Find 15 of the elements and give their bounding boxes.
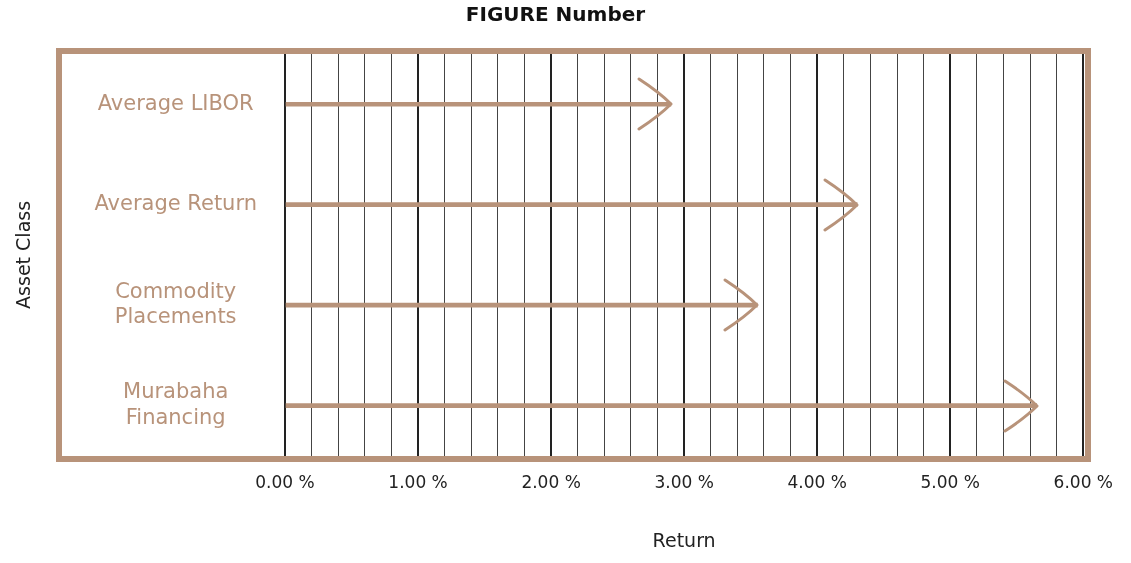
- y-tick-label: Commodity Placements: [114, 278, 237, 329]
- y-tick-label: Murabaha Financing: [123, 379, 229, 429]
- x-tick-label: 6.00 %: [1053, 472, 1114, 493]
- x-axis-title: Return: [652, 528, 716, 551]
- x-tick-label: 3.00 %: [654, 472, 714, 493]
- x-tick-label: 1.00 %: [388, 472, 448, 493]
- x-tick-label: 0.00 %: [255, 472, 315, 493]
- x-tick-label: 4.00 %: [787, 472, 847, 493]
- chart-title: FIGURE Number: [465, 2, 646, 27]
- x-tick-label: 5.00 %: [920, 472, 980, 493]
- x-tick-label: 2.00 %: [521, 472, 581, 493]
- bar: [285, 101, 672, 107]
- y-tick-label: Average Return: [94, 191, 258, 216]
- y-axis-title: Asset Class: [12, 200, 35, 309]
- y-tick-label: Average LIBOR: [97, 90, 254, 115]
